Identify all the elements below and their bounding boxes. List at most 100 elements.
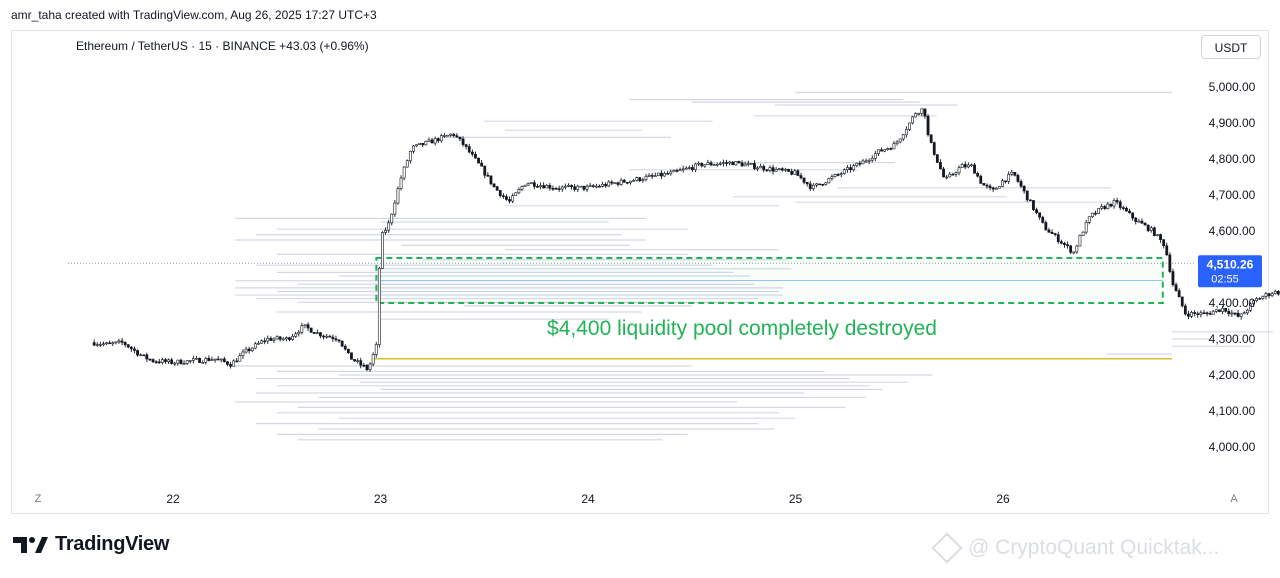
candle-319 [1081, 231, 1085, 236]
symbol-info: Ethereum / TetherUS · 15 · BINANCE +43.0… [76, 39, 369, 53]
candle-277 [951, 172, 955, 176]
auto-scale-left-button[interactable]: Z [34, 493, 42, 505]
candle-381 [1273, 289, 1277, 295]
candle-222 [780, 167, 784, 172]
candle-297 [1013, 171, 1017, 177]
candle-163 [598, 184, 601, 188]
candle-64 [291, 334, 294, 341]
candle-361 [1211, 309, 1215, 315]
candle-193 [691, 164, 694, 172]
candle-368 [1233, 312, 1237, 316]
candle-231 [808, 180, 812, 191]
candle-194 [694, 162, 697, 173]
candle-300 [1022, 185, 1026, 194]
candle-17 [145, 352, 149, 363]
candle-15 [139, 353, 143, 357]
candle-282 [966, 162, 970, 169]
candle-95 [387, 219, 391, 233]
candle-207 [734, 160, 738, 166]
candle-375 [1255, 296, 1259, 303]
candle-334 [1128, 208, 1131, 214]
candle-142 [532, 179, 536, 190]
candle-195 [697, 161, 701, 166]
candle-88 [365, 364, 369, 372]
candle-365 [1224, 307, 1228, 313]
candle-46 [235, 357, 239, 363]
candle-246 [855, 162, 859, 168]
auto-scale-button[interactable]: A [1230, 493, 1238, 505]
candle-150 [557, 185, 561, 192]
candle-29 [182, 360, 186, 365]
candle-80 [340, 340, 344, 348]
candle-262 [904, 126, 908, 138]
candle-316 [1072, 251, 1076, 255]
candle-250 [867, 158, 871, 164]
x-tick-label: 23 [374, 492, 388, 506]
candle-296 [1010, 169, 1014, 177]
candle-21 [157, 358, 161, 365]
candle-342 [1152, 226, 1156, 237]
candle-62 [284, 336, 288, 342]
candle-167 [610, 180, 614, 186]
candle-324 [1097, 207, 1100, 214]
candle-78 [334, 335, 338, 342]
candle-107 [424, 140, 428, 146]
candle-221 [777, 168, 781, 171]
candle-94 [384, 227, 387, 235]
candle-202 [718, 161, 722, 166]
candle-190 [681, 165, 685, 173]
candle-54 [260, 339, 263, 344]
currency-button[interactable]: USDT [1201, 35, 1261, 59]
candle-74 [322, 334, 325, 340]
candle-291 [994, 187, 998, 190]
candle-287 [982, 183, 986, 186]
candle-27 [176, 359, 180, 366]
candle-232 [811, 183, 815, 191]
candle-307 [1044, 220, 1048, 231]
candle-331 [1118, 199, 1122, 211]
candle-376 [1258, 297, 1262, 300]
brand-name: TradingView [55, 533, 170, 555]
candle-23 [164, 358, 167, 364]
candle-33 [195, 355, 198, 360]
candle-358 [1202, 309, 1206, 315]
candle-199 [709, 160, 713, 167]
candle-52 [253, 341, 257, 350]
candle-56 [266, 335, 270, 344]
candle-37 [207, 355, 211, 362]
candle-369 [1236, 309, 1240, 318]
candle-60 [278, 336, 282, 342]
candle-109 [430, 137, 434, 144]
candle-119 [461, 136, 465, 147]
candle-351 [1180, 296, 1184, 308]
candle-370 [1239, 313, 1243, 320]
candle-141 [529, 182, 533, 184]
x-axis: 22 23 24 25 26 [166, 492, 1010, 506]
candle-174 [632, 178, 635, 182]
candle-187 [672, 169, 676, 173]
candle-103 [412, 144, 415, 154]
candle-115 [449, 133, 453, 138]
candle-309 [1050, 229, 1054, 234]
candle-77 [331, 334, 335, 342]
candle-343 [1156, 234, 1159, 237]
candle-204 [725, 159, 728, 167]
price-badge: 4,510.26 02:55 [1198, 255, 1262, 288]
candle-210 [743, 161, 747, 167]
candle-158 [582, 185, 586, 192]
candle-138 [520, 185, 524, 192]
candle-69 [306, 322, 310, 331]
candle-143 [536, 183, 539, 188]
candle-371 [1242, 311, 1246, 315]
candle-271 [932, 141, 936, 156]
candle-192 [687, 165, 691, 170]
candle-346 [1165, 242, 1169, 256]
candle-224 [787, 168, 790, 172]
candle-333 [1125, 206, 1128, 212]
liquidity-levels [235, 91, 1273, 441]
candle-81 [343, 344, 347, 351]
candle-63 [288, 336, 291, 342]
candle-76 [328, 334, 332, 338]
candle-349 [1174, 282, 1178, 292]
